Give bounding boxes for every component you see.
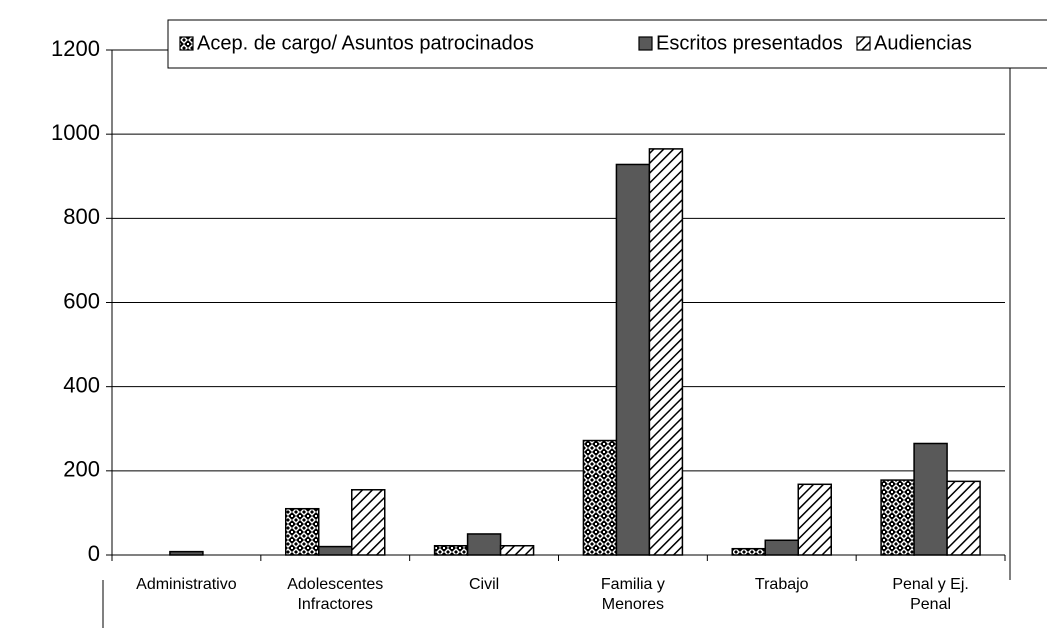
x-tick-label: Familia y Menores: [600, 576, 665, 613]
bar: [731, 547, 766, 556]
y-tick-label: 600: [63, 288, 100, 313]
legend-swatch: [179, 36, 194, 51]
x-tick-label: Adolescentes Infractores: [287, 576, 384, 613]
x-tick-label: Administrativo: [136, 576, 237, 593]
x-tick-label: Penal y Ej. Penal: [892, 576, 969, 613]
legend-label: Acep. de cargo/ Asuntos patrocinados: [197, 32, 534, 54]
bar: [285, 507, 320, 556]
legend-label: Escritos presentados: [656, 32, 843, 54]
bar: [946, 480, 981, 556]
y-tick-label: 200: [63, 457, 100, 482]
legend-box: [167, 19, 1047, 69]
bar: [318, 545, 353, 556]
y-tick-label: 1200: [51, 36, 100, 61]
bar: [797, 483, 832, 556]
bar: [615, 163, 651, 556]
legend-label: Audiencias: [874, 32, 972, 54]
bar: [648, 148, 684, 556]
x-tick-label: Trabajo: [754, 576, 809, 593]
y-tick-label: 0: [88, 541, 100, 566]
bar: [466, 533, 502, 556]
legend-swatch: [638, 36, 653, 51]
bar: [582, 439, 618, 556]
bar: [913, 442, 948, 556]
bar: [169, 550, 204, 556]
y-tick-label: 800: [63, 204, 100, 229]
bar: [351, 489, 386, 556]
x-tick-label: Civil: [468, 576, 500, 593]
y-tick-label: 400: [63, 372, 100, 397]
y-tick-label: 1000: [51, 120, 100, 145]
bar: [499, 544, 535, 556]
bar: [880, 479, 915, 556]
bar: [764, 539, 799, 556]
bar: [433, 544, 469, 556]
legend-swatch: [856, 36, 871, 51]
